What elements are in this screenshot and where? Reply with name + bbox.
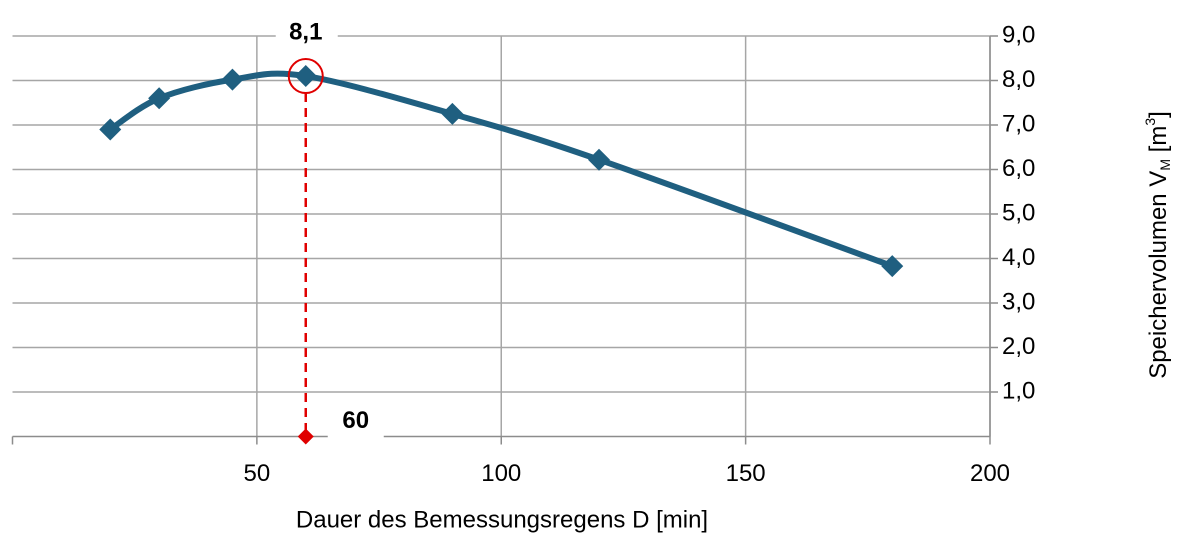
data-point bbox=[881, 255, 904, 278]
highlight-x-label: 60 bbox=[342, 407, 369, 434]
y-title-part: Speichervolumen V bbox=[1145, 171, 1172, 379]
y-tick-label: 4,0 bbox=[1002, 244, 1035, 271]
y-tick-label: 6,0 bbox=[1002, 155, 1035, 182]
y-tick-label: 8,0 bbox=[1002, 66, 1035, 93]
label-box bbox=[275, 18, 338, 48]
y-title-sub: M bbox=[1157, 159, 1173, 171]
y-title-part: ] bbox=[1145, 111, 1172, 118]
y-axis-title: Speichervolumen VM [m3] bbox=[1142, 111, 1173, 379]
y-tick-label: 5,0 bbox=[1002, 199, 1035, 226]
data-point bbox=[148, 87, 171, 110]
x-tick-label: 50 bbox=[244, 460, 271, 487]
y-title-part: [m bbox=[1145, 126, 1172, 159]
y-tick-label: 2,0 bbox=[1002, 333, 1035, 360]
highlight-circle bbox=[287, 58, 324, 95]
x-tick-label: 100 bbox=[481, 460, 521, 487]
data-point bbox=[441, 102, 464, 125]
x-axis-title: Dauer des Bemessungsregens D [min] bbox=[296, 506, 708, 533]
label-box bbox=[327, 406, 384, 447]
data-point bbox=[221, 68, 244, 91]
data-point bbox=[588, 148, 610, 171]
data-point bbox=[99, 118, 122, 141]
y-title-sup: 3 bbox=[1142, 118, 1158, 126]
data-point bbox=[294, 65, 317, 88]
y-tick-label: 7,0 bbox=[1002, 110, 1035, 137]
x-tick-label: 200 bbox=[970, 460, 1010, 487]
highlight-x-marker bbox=[297, 428, 314, 445]
x-tick-label: 150 bbox=[726, 460, 766, 487]
highlight-y-label: 8,1 bbox=[289, 18, 322, 45]
y-tick-label: 9,0 bbox=[1002, 21, 1035, 48]
series-line bbox=[108, 70, 894, 269]
y-tick-label: 3,0 bbox=[1002, 288, 1035, 315]
y-tick-label: 1,0 bbox=[1002, 377, 1035, 404]
